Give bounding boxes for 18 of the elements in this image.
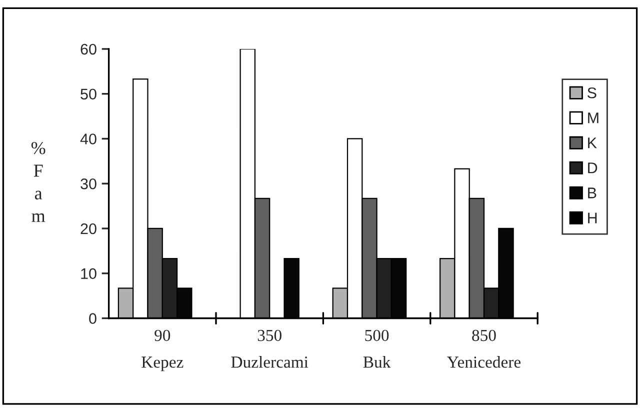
x-tick-label: 350 Duzlercami xyxy=(231,330,308,368)
legend-label: D xyxy=(588,162,598,174)
legend-label: M xyxy=(588,112,598,124)
legend-label: H xyxy=(588,212,597,224)
y-tick-label: 20 xyxy=(80,223,96,234)
y-tick-label: 40 xyxy=(80,134,96,144)
legend-label: K xyxy=(588,138,597,148)
y-tick-label: 0 xyxy=(89,313,96,324)
y-tick-label: 60 xyxy=(80,44,96,55)
x-tick-label: 500 Buk xyxy=(363,330,391,368)
x-tick-label: 90 Kepez xyxy=(142,330,184,372)
legend-label: S xyxy=(588,87,596,98)
legend-label: B xyxy=(588,188,596,198)
y-tick-label: 10 xyxy=(81,268,96,280)
y-tick-label: 50 xyxy=(80,88,96,100)
y-tick-label: 30 xyxy=(80,178,96,190)
y-axis-title: % F a m xyxy=(31,142,46,222)
x-tick-label: 850 Yenicedere xyxy=(447,330,521,368)
